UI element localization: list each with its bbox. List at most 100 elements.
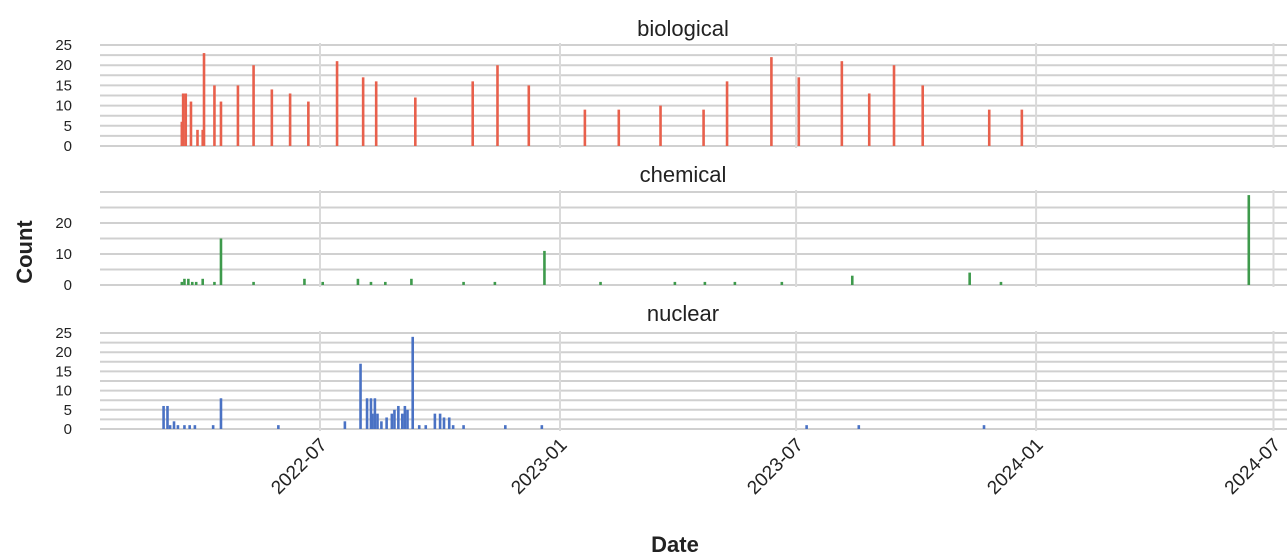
bar xyxy=(797,77,801,146)
bar xyxy=(187,278,190,285)
bar xyxy=(188,425,191,429)
bar xyxy=(211,425,215,429)
bar xyxy=(213,85,216,146)
bar xyxy=(373,398,377,429)
bar xyxy=(433,413,437,429)
bar xyxy=(370,413,374,429)
bar xyxy=(703,281,707,285)
y-tick-label: 10 xyxy=(55,246,72,263)
bar xyxy=(193,425,197,429)
bar xyxy=(1020,109,1024,146)
bar xyxy=(385,417,388,429)
bar xyxy=(673,281,677,285)
bar xyxy=(202,53,206,146)
bar xyxy=(725,81,729,146)
y-axis-title: Count xyxy=(12,220,37,284)
x-tick-label: 2024-01 xyxy=(983,435,1047,499)
bar xyxy=(343,421,347,429)
bar xyxy=(176,425,180,429)
bar xyxy=(181,93,185,146)
bar xyxy=(733,281,737,285)
panel-title: nuclear xyxy=(647,301,719,326)
y-tick-label: 10 xyxy=(55,383,72,400)
bar xyxy=(840,61,844,146)
bar xyxy=(168,425,172,429)
bar xyxy=(659,105,662,146)
bar xyxy=(447,417,451,429)
bar xyxy=(252,65,255,146)
bar xyxy=(369,398,373,429)
bar xyxy=(335,61,339,146)
bar xyxy=(410,278,413,285)
y-tick-label: 0 xyxy=(64,138,72,155)
bar xyxy=(252,281,255,285)
y-tick-label: 15 xyxy=(55,77,72,94)
bar xyxy=(543,250,546,285)
bar xyxy=(414,97,417,146)
panel-title: chemical xyxy=(640,162,727,187)
bar xyxy=(166,405,169,429)
bar xyxy=(390,413,394,429)
bar xyxy=(471,81,475,146)
x-tick-label: 2023-01 xyxy=(507,435,571,499)
bar xyxy=(583,109,587,146)
bar xyxy=(356,278,360,285)
bar xyxy=(288,93,292,146)
x-axis-title: Date xyxy=(651,532,699,557)
bar xyxy=(307,101,310,146)
bar xyxy=(462,281,465,285)
y-tick-label: 20 xyxy=(55,57,72,74)
bar xyxy=(403,405,407,429)
bar xyxy=(183,278,186,285)
bar xyxy=(180,281,184,285)
bar xyxy=(867,93,871,146)
bar xyxy=(417,425,421,429)
y-tick-label: 20 xyxy=(55,215,72,232)
bar xyxy=(201,278,205,285)
bar xyxy=(406,409,409,429)
y-tick-label: 5 xyxy=(64,118,72,135)
bar xyxy=(180,121,184,146)
y-tick-label: 5 xyxy=(64,402,72,419)
x-tick-label: 2023-07 xyxy=(743,435,807,499)
bar xyxy=(194,281,198,285)
bar xyxy=(376,413,379,429)
bar xyxy=(424,425,428,429)
bar xyxy=(442,417,446,429)
y-tick-label: 25 xyxy=(55,37,72,54)
bar xyxy=(702,109,705,146)
bar xyxy=(617,109,621,146)
bar xyxy=(527,85,531,146)
bar xyxy=(857,425,861,429)
bar xyxy=(369,281,373,285)
bar xyxy=(493,281,497,285)
bar xyxy=(540,425,544,429)
bar xyxy=(982,425,986,429)
y-tick-label: 15 xyxy=(55,363,72,380)
bar xyxy=(504,425,507,429)
y-tick-label: 25 xyxy=(55,325,72,342)
bar xyxy=(201,129,205,146)
bar xyxy=(303,278,306,285)
bar xyxy=(968,272,971,285)
bar xyxy=(359,363,362,429)
bar xyxy=(219,101,223,146)
bar xyxy=(365,398,369,429)
bar xyxy=(270,89,274,146)
bar xyxy=(462,425,465,429)
bar xyxy=(219,238,223,285)
x-tick-label: 2024-07 xyxy=(1221,435,1285,499)
x-tick-label: 2022-07 xyxy=(267,435,331,499)
bar xyxy=(184,93,188,146)
bar xyxy=(770,57,773,147)
bar xyxy=(987,109,991,146)
bar xyxy=(374,81,378,146)
bar xyxy=(411,336,415,429)
bar xyxy=(321,281,325,285)
bar xyxy=(451,425,455,429)
y-tick-label: 10 xyxy=(55,98,72,115)
bar xyxy=(599,281,602,285)
bar xyxy=(384,281,387,285)
